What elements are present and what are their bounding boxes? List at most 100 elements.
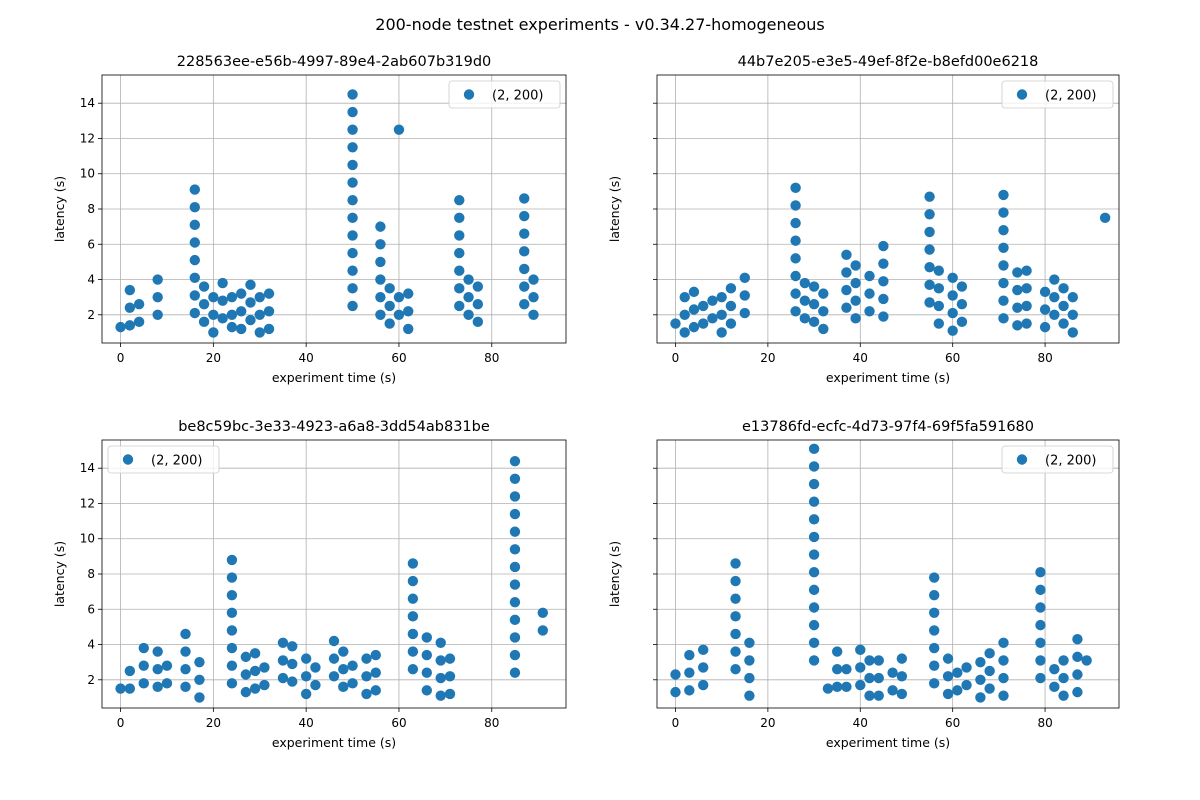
subplot-title: 44b7e205-e3e5-49ef-8f2e-b8efd00e6218	[738, 54, 1039, 70]
data-point	[698, 679, 709, 691]
data-point	[519, 299, 530, 310]
data-point	[407, 558, 419, 569]
data-point	[933, 300, 945, 312]
data-point	[226, 291, 238, 303]
data-point	[421, 632, 432, 643]
data-point	[1035, 567, 1046, 578]
data-point	[217, 295, 228, 306]
data-point	[347, 177, 358, 188]
data-point	[942, 688, 954, 700]
data-point	[725, 318, 737, 329]
data-point	[454, 265, 465, 276]
data-point	[152, 646, 163, 657]
data-point	[328, 671, 340, 682]
data-point	[454, 283, 465, 294]
data-point	[831, 646, 843, 657]
data-point	[189, 307, 200, 319]
data-point	[115, 321, 126, 333]
legend-marker	[122, 454, 134, 465]
data-point	[1021, 265, 1032, 276]
data-point	[407, 593, 419, 604]
data-point	[1035, 619, 1046, 631]
data-point	[896, 688, 908, 700]
data-point	[444, 653, 456, 664]
data-point	[138, 660, 149, 671]
data-point	[259, 679, 270, 691]
data-point	[393, 124, 405, 135]
data-point	[444, 688, 456, 700]
data-point	[1067, 327, 1079, 338]
data-point	[808, 655, 820, 666]
data-point	[924, 226, 935, 238]
data-point	[245, 279, 256, 291]
data-point	[375, 309, 386, 320]
data-point	[952, 667, 963, 678]
data-point	[790, 182, 801, 194]
data-point	[240, 686, 252, 698]
data-point	[347, 265, 358, 276]
data-point	[226, 589, 238, 601]
data-point	[1049, 309, 1060, 320]
x-axis-label: experiment time (s)	[272, 370, 396, 385]
x-tick-label: 60	[945, 716, 960, 730]
y-tick-label: 2	[87, 673, 95, 687]
data-point	[684, 685, 695, 696]
data-point	[1099, 212, 1111, 224]
data-point	[822, 683, 834, 694]
data-point	[841, 664, 852, 675]
y-tick-label: 8	[87, 202, 95, 216]
data-point	[347, 106, 358, 118]
data-point	[300, 688, 312, 700]
data-point	[855, 679, 866, 691]
data-point	[998, 672, 1009, 684]
data-point	[509, 473, 521, 484]
data-point	[947, 325, 958, 336]
data-point	[1067, 291, 1079, 303]
data-point	[161, 660, 173, 671]
series-1	[115, 455, 548, 703]
data-point	[1058, 655, 1069, 666]
data-point	[878, 276, 889, 287]
data-point	[519, 246, 530, 257]
data-point	[1058, 672, 1069, 684]
data-point	[240, 651, 252, 663]
figure-suptitle: 200-node testnet experiments - v0.34.27-…	[375, 15, 824, 34]
y-axis-label: latency (s)	[52, 541, 67, 607]
x-tick-label: 60	[391, 351, 406, 365]
data-point	[744, 637, 755, 648]
data-point	[887, 685, 898, 696]
data-point	[924, 209, 935, 220]
data-point	[189, 290, 200, 301]
data-point	[240, 669, 252, 680]
data-point	[790, 270, 801, 282]
data-point	[347, 247, 358, 259]
data-point	[808, 299, 820, 310]
data-point	[688, 286, 700, 298]
y-tick-label: 8	[87, 567, 95, 581]
data-point	[1058, 300, 1069, 312]
data-point	[347, 678, 358, 689]
data-point	[338, 664, 349, 675]
data-point	[707, 295, 718, 306]
data-point	[933, 318, 945, 329]
data-point	[679, 327, 690, 338]
data-point	[403, 306, 414, 317]
y-tick-label: 10	[80, 167, 95, 181]
legend: (2, 200)	[107, 445, 220, 474]
data-point	[435, 655, 446, 666]
data-point	[338, 646, 349, 657]
subplot-title: be8c59bc-3e33-4923-a6a8-3dd54ab831be	[178, 419, 490, 435]
data-point	[670, 669, 681, 680]
data-point	[799, 295, 811, 306]
x-tick-label: 20	[760, 716, 775, 730]
data-point	[730, 611, 741, 622]
data-point	[984, 683, 995, 694]
data-point	[347, 194, 358, 206]
x-tick-label: 0	[672, 716, 680, 730]
data-point	[924, 261, 935, 273]
data-point	[249, 683, 261, 694]
data-point	[180, 646, 191, 657]
legend: (2, 200)	[448, 80, 561, 109]
data-point	[361, 653, 372, 664]
data-point	[998, 295, 1009, 306]
